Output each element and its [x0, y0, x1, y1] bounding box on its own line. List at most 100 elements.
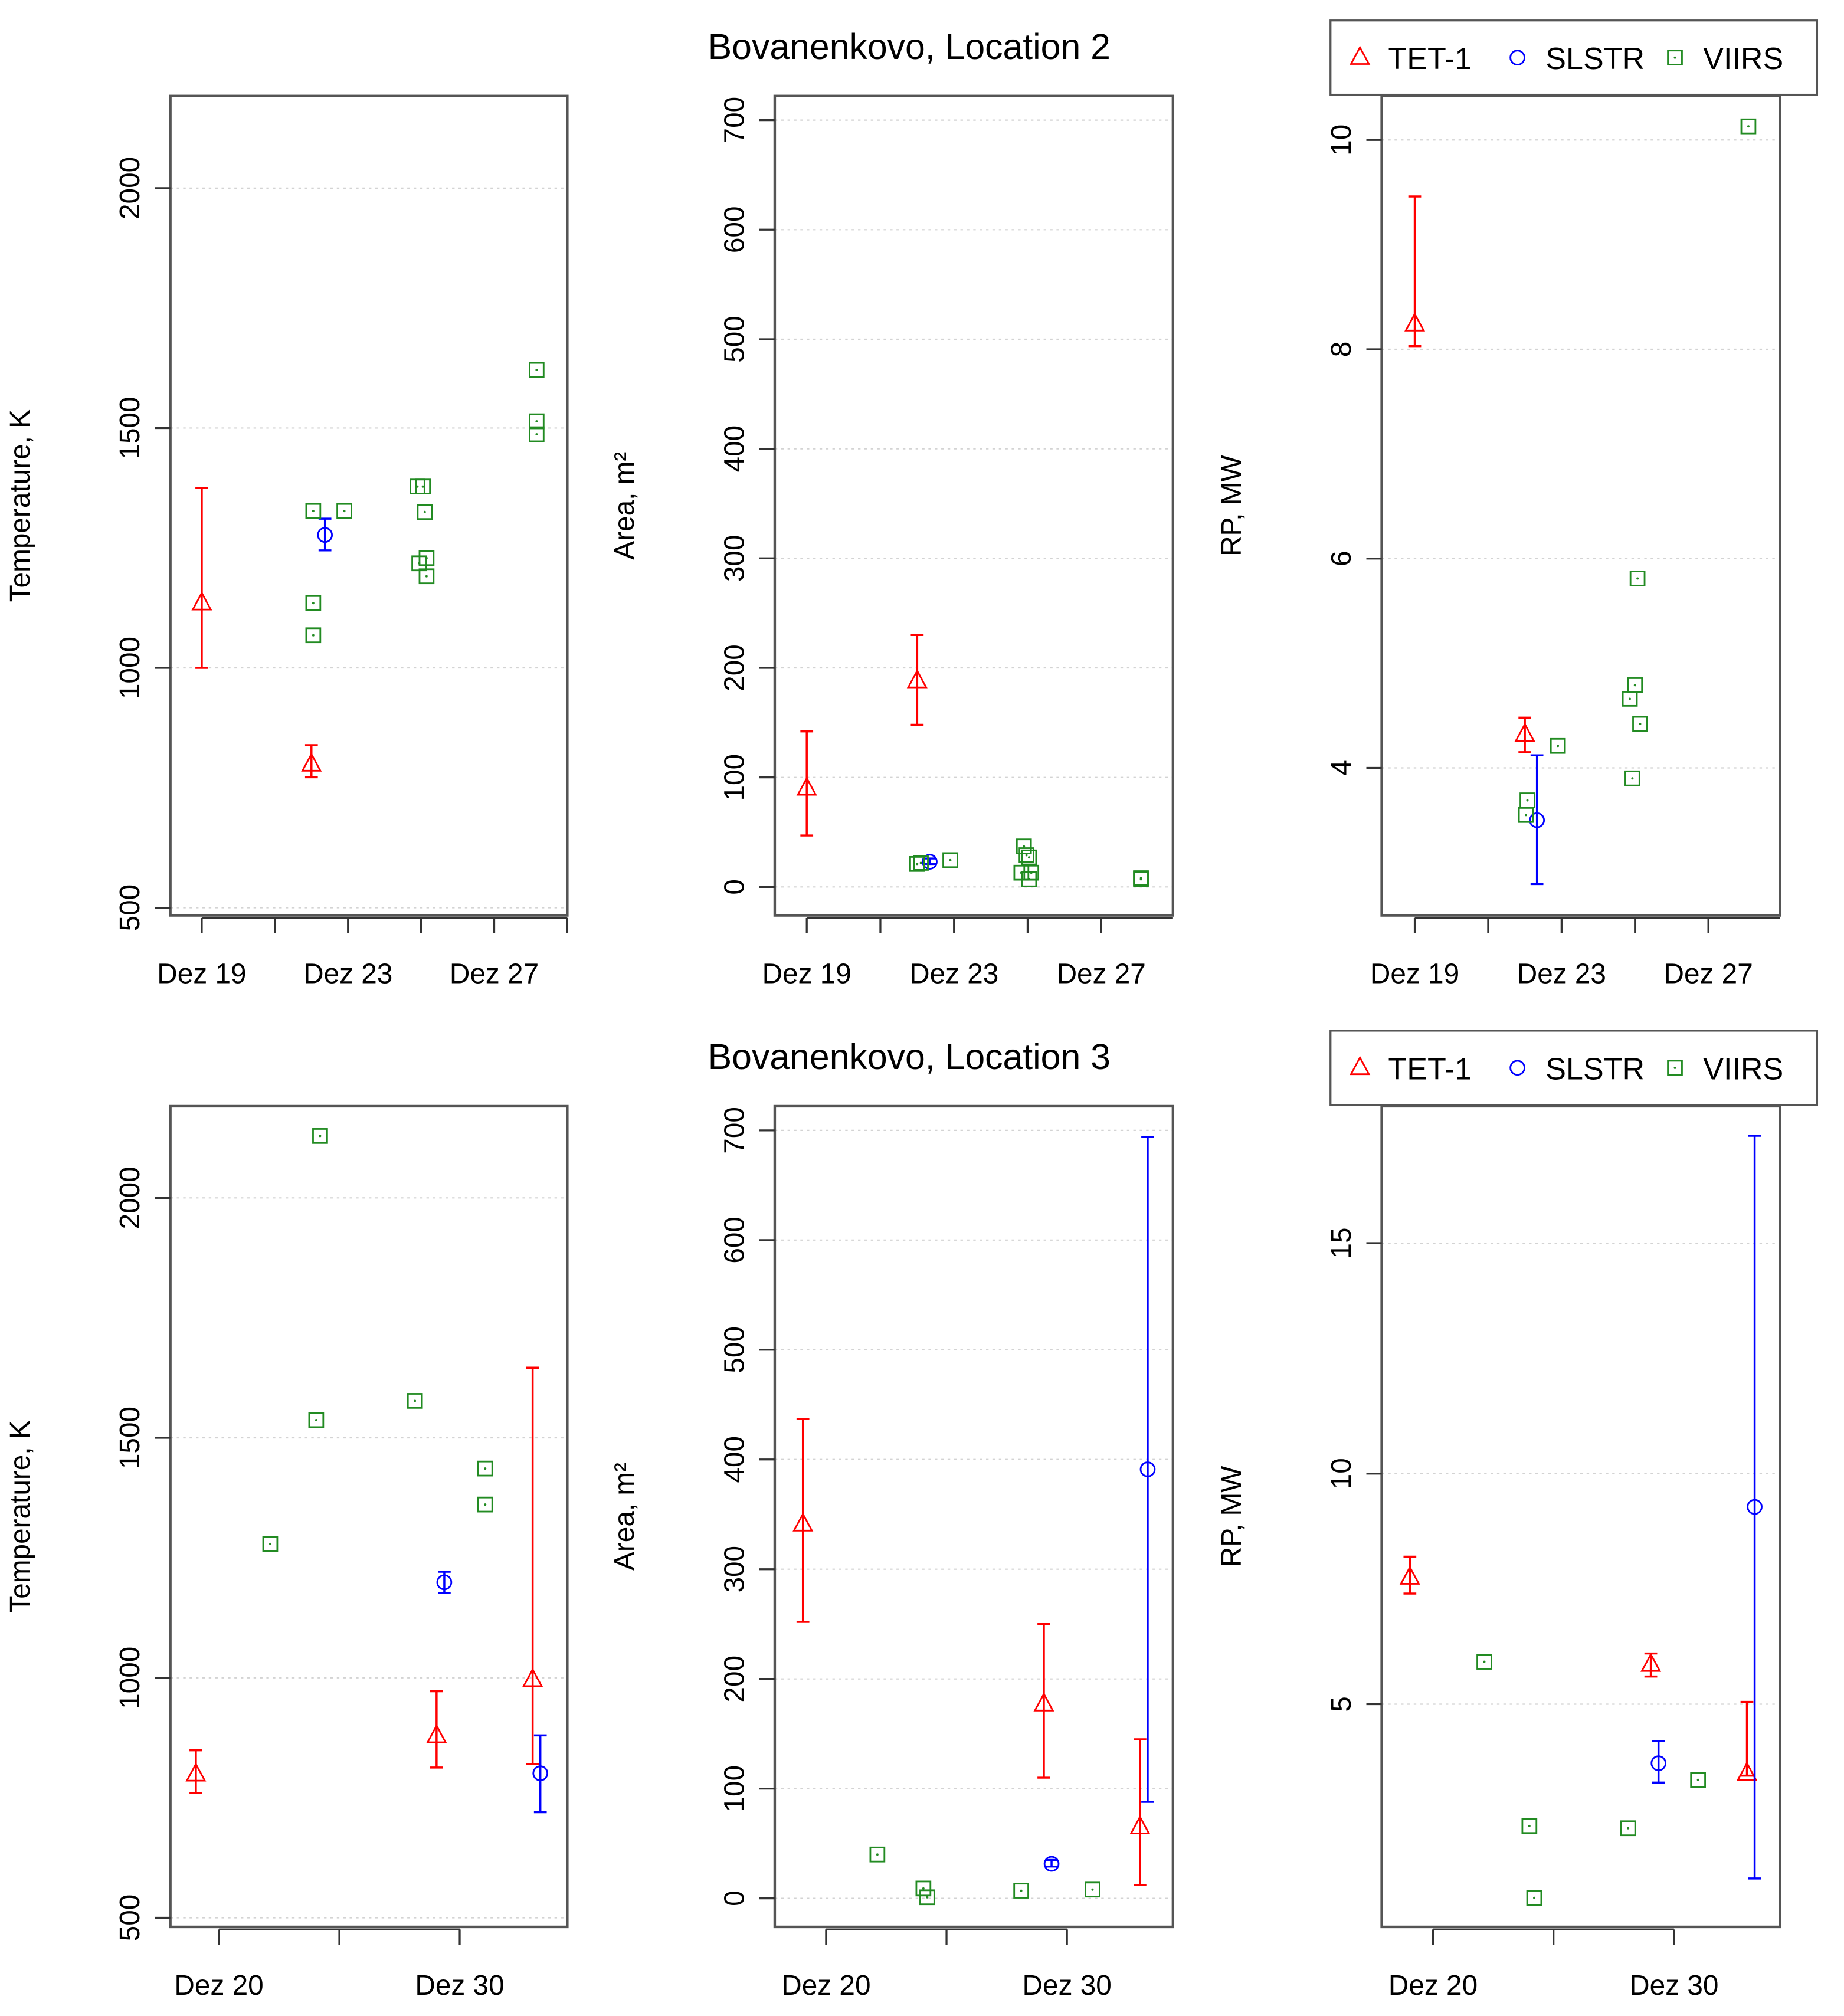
- square-marker-dot: [425, 556, 428, 559]
- data-point-viirs: [1526, 1890, 1542, 1906]
- y-tick-label: 500: [719, 316, 750, 363]
- data-point-viirs: [1690, 1772, 1706, 1788]
- square-marker: [305, 503, 322, 519]
- data-point-viirs: [417, 504, 433, 520]
- circle-marker: [1043, 1856, 1060, 1872]
- square-marker: [1629, 571, 1646, 586]
- x-tick-label: Dez 30: [415, 1970, 504, 2001]
- square-marker-dot: [1636, 577, 1639, 580]
- title-location-2: Bovanenkovo, Location 2: [708, 27, 1111, 67]
- plot-box: [773, 94, 1175, 917]
- data-point-tet-1: [1033, 1622, 1054, 1779]
- data-point-viirs: [1476, 1654, 1492, 1670]
- data-point-viirs: [913, 855, 929, 871]
- square-marker: [1013, 1883, 1029, 1899]
- square-marker: [308, 1412, 325, 1428]
- square-marker: [1021, 871, 1037, 887]
- triangle-marker: [1514, 722, 1535, 742]
- square-marker-dot: [1027, 878, 1030, 881]
- square-marker: [1622, 691, 1638, 707]
- data-point-viirs: [1518, 807, 1534, 823]
- square-marker-dot: [416, 485, 419, 488]
- data-point-viirs: [529, 362, 545, 378]
- data-point-viirs: [919, 1889, 935, 1906]
- y-tick-label: 100: [719, 754, 750, 801]
- triangle-marker: [426, 1723, 447, 1743]
- square-marker-dot: [1528, 1824, 1531, 1827]
- square-marker-dot: [312, 634, 315, 637]
- x-tick-label: Dez 30: [1629, 1970, 1718, 2001]
- square-marker-dot: [1139, 878, 1142, 881]
- y-tick-label: 5: [1326, 1696, 1357, 1712]
- legend-label-tet-1: TET-1: [1388, 1052, 1472, 1086]
- data-point-tet-1: [1129, 1738, 1151, 1887]
- square-marker: [305, 627, 322, 644]
- data-point-tet-1: [1404, 195, 1426, 348]
- square-marker-dot: [1483, 1660, 1486, 1663]
- x-tick-label: Dez 19: [1370, 959, 1459, 990]
- y-tick-label: 700: [719, 1107, 750, 1154]
- triangle-marker: [1736, 1761, 1758, 1781]
- square-marker: [1018, 847, 1034, 863]
- x-tick-label: Dez 27: [450, 959, 539, 990]
- square-marker: [1620, 1820, 1636, 1837]
- y-tick-label: 2000: [114, 157, 146, 219]
- data-point-slstr: [922, 854, 938, 870]
- triangle-marker: [301, 752, 322, 772]
- data-point-slstr: [1043, 1856, 1060, 1872]
- data-point-tet-1: [1736, 1700, 1758, 1781]
- square-marker-dot: [1533, 1896, 1535, 1899]
- square-marker-dot: [1020, 1889, 1023, 1892]
- legend-label-tet-1: TET-1: [1388, 42, 1472, 76]
- circle-marker: [1650, 1755, 1667, 1771]
- data-point-viirs: [407, 1393, 423, 1409]
- y-axis-label: RP, MW: [1216, 455, 1247, 556]
- square-marker-dot: [922, 1887, 925, 1890]
- square-marker: [418, 550, 435, 566]
- data-point-tet-1: [796, 730, 817, 837]
- data-point-viirs: [477, 1496, 493, 1513]
- triangle-marker: [191, 591, 212, 611]
- triangle-marker: [1033, 1692, 1054, 1712]
- circle-marker: [436, 1574, 453, 1591]
- data-point-viirs: [529, 413, 545, 430]
- legend-box: [1329, 1030, 1819, 1106]
- data-point-viirs: [1550, 737, 1566, 754]
- y-tick-label: 500: [114, 1894, 146, 1942]
- x-tick-label: Dez 27: [1664, 959, 1753, 990]
- square-marker-dot: [421, 485, 424, 488]
- square-marker: [1476, 1654, 1492, 1670]
- data-point-viirs: [1018, 847, 1034, 863]
- data-point-tet-1: [522, 1366, 543, 1765]
- square-marker: [417, 504, 433, 520]
- data-point-tet-1: [1399, 1555, 1420, 1595]
- legend-label-viirs: VIIRS: [1703, 42, 1783, 76]
- square-marker-dot: [1023, 845, 1026, 848]
- legend: TET-1 SLSTR VIIRS: [1329, 1030, 1819, 1106]
- square-marker-dot: [484, 1467, 487, 1470]
- data-point-viirs: [1016, 838, 1032, 854]
- data-point-slstr: [1650, 1740, 1667, 1784]
- square-marker-dot: [1627, 1827, 1630, 1830]
- chart-panel: 500 1000 1500 2000 Dez 20 Dez 30 Temperature, …: [5, 1104, 569, 2001]
- chart-panel: 0 100 200 300 400 500 600 700 Dez 19 Dez 23 Dez 27…: [609, 94, 1175, 990]
- title-location-3: Bovanenkovo, Location 3: [708, 1037, 1111, 1077]
- square-marker-dot: [312, 510, 315, 513]
- square-marker: [909, 855, 925, 872]
- square-marker: [1016, 838, 1032, 854]
- square-marker: [1667, 1060, 1683, 1076]
- y-tick-label: 400: [719, 425, 750, 473]
- plot-box: [169, 1104, 569, 1929]
- data-point-viirs: [1521, 1818, 1538, 1834]
- square-marker-dot: [1696, 1778, 1699, 1781]
- square-marker: [1085, 1881, 1100, 1898]
- square-marker-dot: [315, 1418, 317, 1421]
- square-marker: [529, 426, 545, 442]
- square-marker-dot: [1091, 1888, 1094, 1891]
- y-tick-label: 10: [1326, 124, 1357, 156]
- square-marker: [407, 1393, 423, 1409]
- triangle-marker: [1640, 1652, 1662, 1672]
- data-point-viirs: [308, 1412, 325, 1428]
- data-point-tet-1: [1514, 716, 1535, 753]
- circle-marker: [317, 527, 333, 543]
